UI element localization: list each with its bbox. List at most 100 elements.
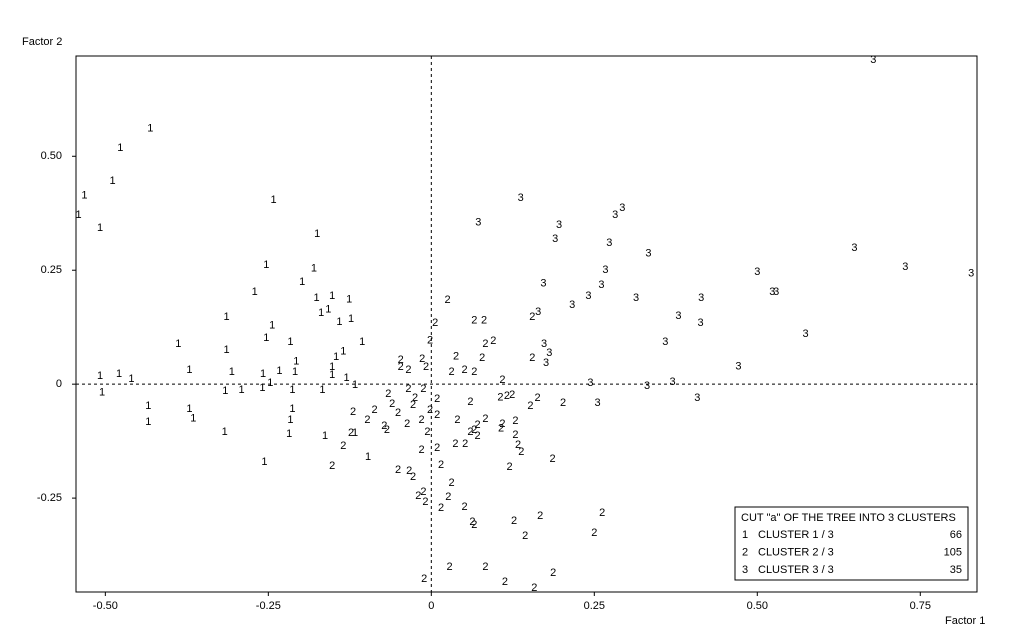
point: 1 bbox=[340, 345, 346, 357]
point: 2 bbox=[518, 446, 524, 458]
point: 1 bbox=[329, 361, 335, 373]
legend-count: 35 bbox=[950, 564, 962, 576]
legend-marker: 2 bbox=[742, 546, 748, 558]
point: 1 bbox=[318, 307, 324, 319]
point: 2 bbox=[471, 314, 477, 326]
point: 2 bbox=[405, 383, 411, 395]
point: 1 bbox=[222, 426, 228, 438]
point: 2 bbox=[529, 352, 535, 364]
point: 1 bbox=[365, 451, 371, 463]
point: 2 bbox=[438, 459, 444, 471]
point: 2 bbox=[419, 353, 425, 365]
point: 1 bbox=[343, 372, 349, 384]
point: 2 bbox=[448, 477, 454, 489]
point: 3 bbox=[602, 264, 608, 276]
point: 1 bbox=[359, 336, 365, 348]
point: 3 bbox=[633, 292, 639, 304]
point: 2 bbox=[479, 352, 485, 364]
point: 3 bbox=[543, 357, 549, 369]
point: 1 bbox=[267, 377, 273, 389]
point: 2 bbox=[364, 414, 370, 426]
point: 2 bbox=[438, 502, 444, 514]
point: 2 bbox=[471, 366, 477, 378]
point: 1 bbox=[325, 303, 331, 315]
point: 3 bbox=[556, 219, 562, 231]
point: 1 bbox=[109, 175, 115, 187]
point: 3 bbox=[851, 242, 857, 254]
point: 3 bbox=[698, 292, 704, 304]
point: 1 bbox=[299, 276, 305, 288]
point: 2 bbox=[404, 418, 410, 430]
point: 3 bbox=[802, 328, 808, 340]
point: 3 bbox=[902, 261, 908, 273]
point: 3 bbox=[619, 202, 625, 214]
point: 1 bbox=[97, 370, 103, 382]
point: 2 bbox=[481, 314, 487, 326]
point: 1 bbox=[333, 351, 339, 363]
legend-label: CLUSTER 1 / 3 bbox=[758, 529, 834, 541]
point: 1 bbox=[224, 311, 230, 323]
point: 2 bbox=[434, 393, 440, 405]
point: 3 bbox=[662, 336, 668, 348]
point: 2 bbox=[591, 527, 597, 539]
point: 2 bbox=[454, 414, 460, 426]
point: 3 bbox=[585, 290, 591, 302]
point: 3 bbox=[595, 397, 601, 409]
point: 2 bbox=[550, 567, 556, 579]
point: 2 bbox=[550, 453, 556, 465]
point: 1 bbox=[319, 384, 325, 396]
point: 2 bbox=[599, 507, 605, 519]
y-axis-label: Factor 2 bbox=[22, 36, 62, 48]
point: 2 bbox=[395, 464, 401, 476]
point: 3 bbox=[773, 286, 779, 298]
legend-count: 105 bbox=[944, 546, 962, 558]
point: 1 bbox=[263, 259, 269, 271]
point: 1 bbox=[252, 286, 258, 298]
point: 1 bbox=[287, 414, 293, 426]
point: 2 bbox=[515, 439, 521, 451]
point: 1 bbox=[348, 313, 354, 325]
point: 3 bbox=[644, 380, 650, 392]
point: 2 bbox=[537, 510, 543, 522]
point: 1 bbox=[293, 355, 299, 367]
point: 1 bbox=[128, 373, 134, 385]
point: 2 bbox=[423, 361, 429, 373]
point: 3 bbox=[694, 392, 700, 404]
point: 1 bbox=[322, 430, 328, 442]
point: 3 bbox=[612, 209, 618, 221]
point: 1 bbox=[329, 290, 335, 302]
point: 2 bbox=[462, 501, 468, 513]
point: 3 bbox=[587, 377, 593, 389]
point: 1 bbox=[175, 338, 181, 350]
point: 2 bbox=[512, 415, 518, 427]
point: 2 bbox=[529, 311, 535, 323]
point: 2 bbox=[398, 354, 404, 366]
point: 1 bbox=[261, 456, 267, 468]
point: 3 bbox=[669, 376, 675, 388]
legend-count: 66 bbox=[950, 529, 962, 541]
point: 2 bbox=[471, 519, 477, 531]
point: 3 bbox=[535, 306, 541, 318]
point: 2 bbox=[462, 364, 468, 376]
point: 2 bbox=[420, 486, 426, 498]
point: 2 bbox=[412, 392, 418, 404]
point: 2 bbox=[434, 409, 440, 421]
point: 2 bbox=[462, 438, 468, 450]
point: 2 bbox=[421, 573, 427, 585]
point: 3 bbox=[546, 347, 552, 359]
point: 2 bbox=[395, 407, 401, 419]
point: 2 bbox=[482, 338, 488, 350]
point: 2 bbox=[445, 491, 451, 503]
point: 2 bbox=[499, 374, 505, 386]
legend-marker: 3 bbox=[742, 564, 748, 576]
point: 2 bbox=[410, 471, 416, 483]
point: 1 bbox=[329, 369, 335, 381]
point: 2 bbox=[432, 317, 438, 329]
point: 1 bbox=[292, 366, 298, 378]
point: 1 bbox=[229, 366, 235, 378]
point: 1 bbox=[260, 368, 266, 380]
point: 2 bbox=[490, 335, 496, 347]
point: 2 bbox=[506, 461, 512, 473]
point: 1 bbox=[259, 382, 265, 394]
